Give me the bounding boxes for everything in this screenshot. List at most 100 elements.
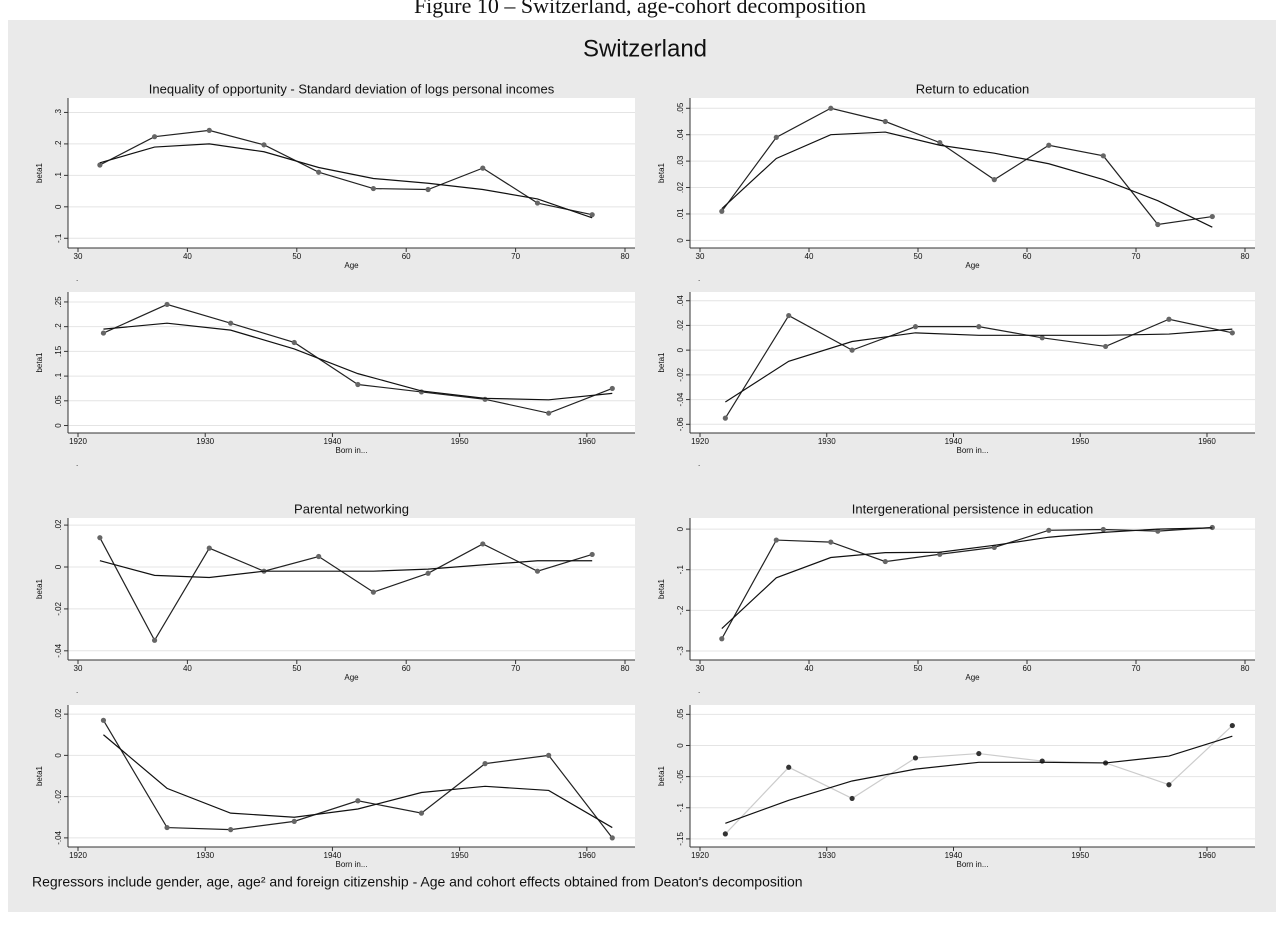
data-point [937, 140, 943, 146]
data-point [480, 541, 486, 547]
x-tick-label: 50 [292, 252, 301, 261]
y-tick-label: -.1 [54, 233, 63, 243]
y-tick-label: .05 [676, 708, 685, 720]
panel-note: . [76, 873, 78, 882]
plot-area [68, 518, 635, 660]
x-tick-label: 1960 [578, 437, 596, 446]
x-tick-label: 80 [621, 252, 630, 261]
data-point [1155, 221, 1161, 228]
x-tick-label: 1940 [945, 851, 963, 860]
y-tick-label: 0 [54, 423, 63, 428]
x-axis-label: Age [344, 673, 359, 682]
x-tick-label: 1950 [451, 851, 469, 860]
data-point [849, 347, 855, 353]
panel-note: . [698, 873, 700, 882]
x-tick-label: 60 [402, 252, 411, 261]
x-tick-label: 60 [1023, 252, 1032, 261]
y-tick-label: .01 [676, 208, 685, 220]
data-point [1209, 213, 1215, 220]
series-line [99, 143, 593, 219]
data-point [1046, 527, 1052, 533]
y-tick-label: 0 [676, 347, 685, 352]
x-tick-label: 50 [914, 664, 923, 673]
y-tick-label: -.02 [54, 601, 63, 615]
y-tick-label: .2 [54, 140, 63, 147]
y-tick-label: -.2 [676, 605, 685, 615]
x-axis-label: Born in... [335, 860, 367, 869]
data-point [912, 755, 919, 761]
data-point [151, 637, 158, 643]
panel-note: . [76, 686, 78, 695]
y-tick-label: .25 [54, 296, 63, 308]
y-tick-label: -.04 [54, 830, 63, 844]
data-point [261, 142, 267, 148]
data-point [97, 162, 103, 168]
data-point [722, 415, 728, 421]
data-point [937, 551, 943, 557]
x-axis-label: Born in... [335, 446, 367, 455]
y-tick-label: .2 [54, 323, 63, 330]
x-tick-label: 40 [805, 252, 814, 261]
footnote: Regressors include gender, age, age² and… [32, 874, 803, 890]
figure-title: Switzerland [583, 35, 707, 62]
data-point [722, 831, 728, 837]
x-tick-label: 1930 [196, 437, 214, 446]
x-tick-label: 1920 [691, 851, 709, 860]
data-point [482, 761, 488, 767]
data-point [100, 717, 107, 723]
plot-area [690, 518, 1255, 660]
x-tick-label: 1950 [1071, 437, 1089, 446]
data-point [609, 835, 615, 841]
y-axis-label: beta1 [657, 578, 666, 599]
data-point [589, 551, 595, 558]
y-tick-label: -.02 [676, 367, 685, 381]
panel-title: Parental networking [294, 501, 409, 516]
data-point [1166, 782, 1172, 788]
y-tick-label: -.06 [676, 417, 685, 431]
y-tick-label: .04 [676, 129, 685, 141]
series-line [725, 735, 1233, 824]
x-tick-label: 50 [914, 252, 923, 261]
y-tick-label: .02 [676, 319, 685, 331]
data-point [316, 169, 322, 175]
panel-note: . [698, 459, 700, 468]
x-axis-label: Age [344, 261, 359, 270]
plot-area [690, 98, 1255, 248]
y-axis-label: beta1 [657, 352, 666, 373]
data-point [773, 134, 779, 140]
y-axis-label: beta1 [35, 162, 44, 183]
x-tick-label: 1930 [818, 851, 836, 860]
y-tick-label: 0 [54, 564, 63, 569]
data-point [418, 810, 425, 816]
panel-title: Inequality of opportunity - Standard dev… [149, 81, 555, 96]
data-point [480, 165, 486, 171]
data-point [882, 118, 888, 125]
data-point [1229, 722, 1235, 729]
y-tick-label: 0 [676, 238, 685, 243]
y-tick-label: .02 [676, 181, 685, 193]
y-tick-label: .02 [54, 708, 63, 720]
x-tick-label: 70 [511, 252, 520, 261]
panel-title: Return to education [916, 81, 1029, 96]
y-axis-label: beta1 [35, 578, 44, 599]
figure-caption: Figure 10 – Switzerland, age-cohort deco… [414, 0, 866, 18]
data-point [786, 764, 792, 770]
x-axis-label: Born in... [956, 446, 988, 455]
x-tick-label: 1940 [324, 437, 342, 446]
panel-note: . [698, 274, 700, 283]
plot-area [68, 292, 635, 433]
y-tick-label: .3 [54, 109, 63, 116]
data-point [882, 558, 888, 565]
data-point [1039, 335, 1045, 341]
x-tick-label: 1950 [451, 437, 469, 446]
data-point [912, 324, 919, 330]
y-tick-label: .05 [54, 395, 63, 407]
y-tick-label: 0 [54, 204, 63, 209]
y-tick-label: -.1 [676, 564, 685, 574]
series-line [99, 537, 593, 642]
data-point [991, 177, 997, 183]
y-tick-label: .04 [676, 295, 685, 307]
series-line [721, 527, 1213, 630]
data-point [370, 185, 376, 192]
series-line [99, 560, 593, 579]
